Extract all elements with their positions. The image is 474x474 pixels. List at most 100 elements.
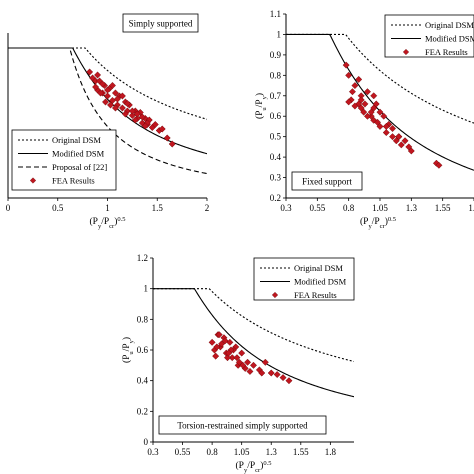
fea-data-point (239, 361, 247, 369)
fea-data-point (104, 86, 111, 94)
fea-data-point (351, 82, 359, 90)
y-axis-label: (Pu/Py) (254, 93, 268, 119)
y-tick-label: 0.2 (270, 193, 281, 203)
fea-data-point (435, 161, 443, 169)
legend-label: Original DSM (425, 20, 474, 30)
annotation-label: Fixed support (302, 177, 352, 187)
x-tick-label: 0.5 (52, 203, 64, 213)
fea-data-point (361, 100, 369, 108)
fea-data-point (168, 140, 176, 148)
legend-marker (402, 48, 410, 56)
x-tick-label: 1.5 (152, 203, 164, 213)
fea-data-point (225, 349, 233, 357)
fea-data-point (97, 89, 105, 97)
fea-data-point (250, 361, 257, 369)
legend-label: FEA Results (52, 176, 95, 186)
fea-data-point (395, 133, 403, 141)
strength-curve-original-dsm (286, 33, 474, 124)
y-tick-label: 1 (277, 29, 282, 39)
fea-data-point (141, 122, 149, 130)
fea-data-point (208, 338, 216, 346)
fea-data-point (228, 354, 236, 362)
fea-data-point (347, 96, 355, 104)
fea-data-point (258, 369, 266, 377)
y-axis-label: (Pu/Py) (121, 337, 135, 363)
fea-data-point (158, 125, 166, 133)
fea-data-point (389, 125, 397, 132)
legend-box (384, 14, 474, 58)
fea-data-point (397, 141, 405, 149)
fea-data-point (285, 377, 293, 385)
annotation-box (291, 171, 363, 191)
fea-data-point (374, 118, 381, 126)
fea-data-point (238, 349, 246, 357)
fea-data-point (363, 112, 371, 120)
annotation-box (158, 415, 327, 435)
y-tick-label: 0.4 (270, 152, 282, 162)
legend-label: Modified DSM (52, 149, 105, 159)
fea-data-point (118, 92, 126, 100)
y-tick-label: 0.8 (270, 70, 282, 80)
y-tick-label: 0.7 (270, 91, 282, 101)
fea-data-point (107, 101, 114, 109)
y-tick-label: 0.6 (137, 345, 149, 355)
legend-label: FEA Results (425, 47, 468, 57)
x-tick-label: 0.3 (280, 203, 292, 213)
fea-data-point (131, 116, 139, 124)
fea-data-point (111, 104, 119, 112)
fea-data-point (382, 129, 390, 137)
fea-data-point (121, 110, 129, 118)
y-tick-label: 0.2 (137, 406, 148, 416)
fea-data-point (357, 96, 365, 104)
legend-label: Original DSM (52, 135, 101, 145)
fea-data-point (345, 98, 353, 106)
fea-data-point (235, 358, 243, 366)
fea-data-point (99, 80, 107, 88)
x-axis-label: (Py/Pcr)0.5 (90, 216, 126, 230)
fea-data-point (261, 358, 269, 366)
x-axis-label: (Py/Pcr)0.5 (236, 460, 272, 474)
annotation-label: Simply supported (129, 19, 193, 29)
x-tick-label: 1.55 (435, 203, 451, 213)
fea-data-point (213, 343, 221, 351)
x-tick-label: 0.3 (147, 447, 159, 457)
x-tick-label: 0.55 (175, 447, 191, 457)
fea-data-point (108, 82, 116, 89)
fea-data-point (104, 92, 111, 100)
fea-data-point (94, 71, 102, 79)
y-tick-label: 1.1 (270, 9, 281, 19)
fea-data-point (133, 110, 141, 118)
strength-curve-proposal-of-22- (8, 47, 207, 175)
fea-data-point (357, 104, 365, 112)
y-tick-label: 0.8 (137, 314, 149, 324)
annotation-box (122, 13, 199, 33)
strength-curve-original-dsm (8, 47, 207, 120)
y-tick-label: 0.6 (270, 111, 282, 121)
fea-data-point (233, 354, 241, 362)
fea-data-point (363, 88, 371, 96)
legend-label: Original DSM (294, 263, 343, 273)
strength-curve-modified-dsm (153, 288, 354, 398)
chart-torsion-restrained: 0.3 0.55 0.8 1.05 1.3 1.55 1.8 0 0.2 0.4 0.6 0.8 1 1.… (121, 253, 355, 474)
x-tick-label: 2 (205, 203, 210, 213)
fea-data-point (113, 95, 121, 103)
legend-label: FEA Results (294, 290, 337, 300)
fea-data-point (376, 108, 384, 116)
legend-label: Proposal of [22] (52, 162, 107, 172)
x-tick-label: 1.3 (266, 447, 278, 457)
fea-data-point (401, 137, 409, 145)
x-tick-label: 1.8 (325, 447, 337, 457)
chart-fixed-support: 0.30.550.81.051.31.551.80.20.30.40.50.60… (254, 9, 474, 230)
y-tick-label: 0 (144, 437, 149, 447)
fea-data-point (382, 122, 390, 130)
legend-box (11, 129, 117, 191)
fea-data-point (138, 113, 146, 121)
x-tick-label: 1.55 (293, 447, 309, 457)
x-tick-label: 0.55 (309, 203, 325, 213)
fea-data-point (348, 88, 356, 96)
fea-data-point (163, 134, 171, 142)
fea-data-point (118, 104, 126, 112)
legend-label: Modified DSM (425, 34, 474, 44)
fea-data-point (215, 331, 223, 339)
